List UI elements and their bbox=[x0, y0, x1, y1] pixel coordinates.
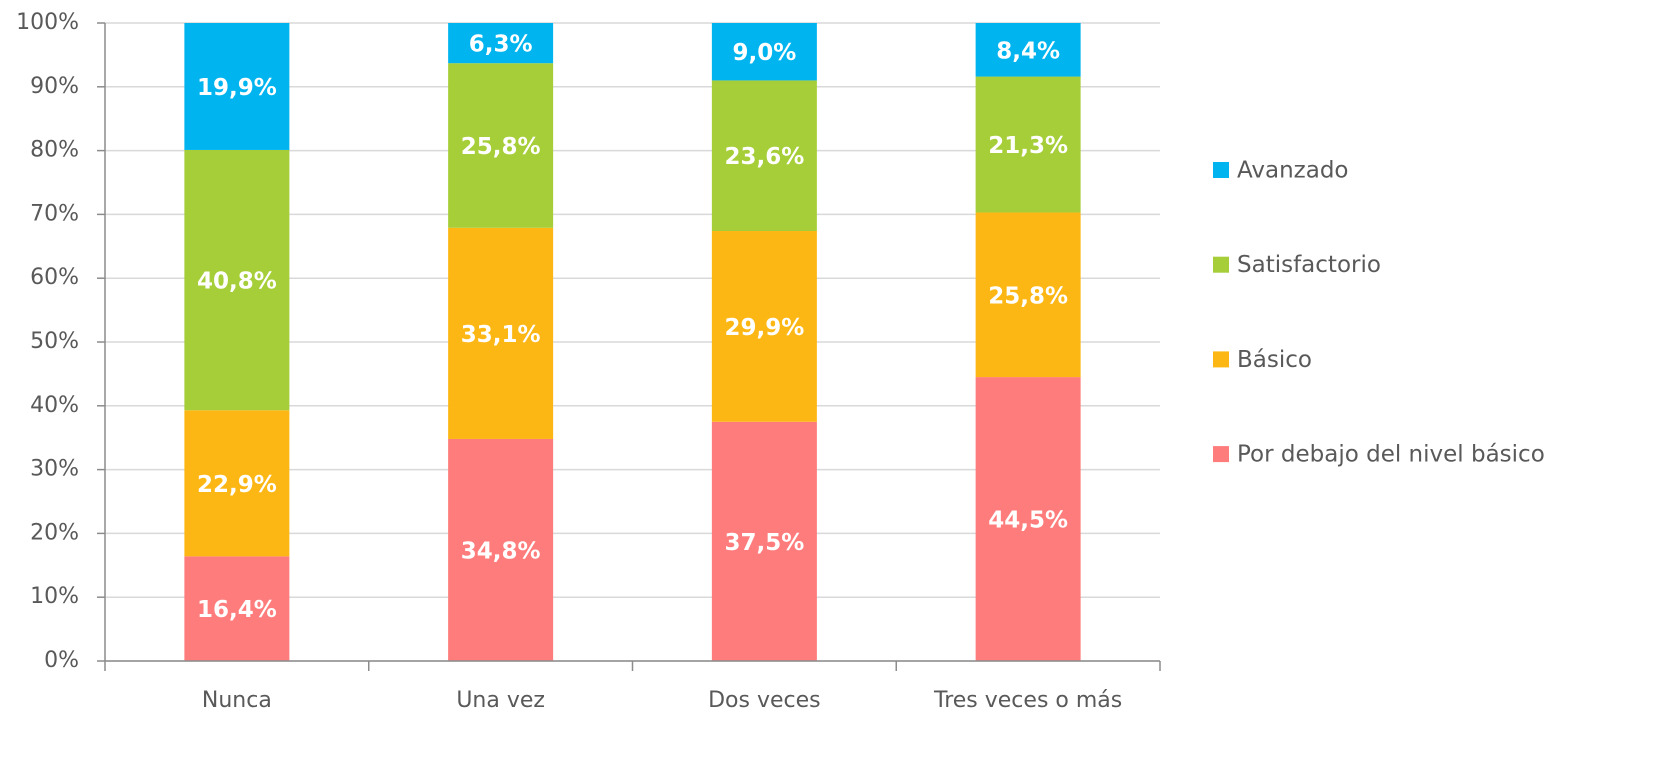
bar-segment bbox=[184, 556, 290, 661]
value-label: 21,3% bbox=[988, 133, 1068, 159]
value-label: 22,9% bbox=[197, 472, 277, 498]
legend-swatch bbox=[1213, 446, 1229, 463]
value-label: 44,5% bbox=[988, 508, 1068, 534]
value-label: 23,6% bbox=[724, 144, 804, 170]
legend-swatch bbox=[1213, 162, 1229, 178]
y-tick-label: 0% bbox=[44, 648, 79, 673]
value-label: 9,0% bbox=[732, 40, 796, 66]
bar-segment bbox=[975, 377, 1081, 661]
x-tick-label: Una vez bbox=[456, 688, 545, 713]
y-tick-label: 90% bbox=[30, 74, 79, 99]
legend-label: Por debajo del nivel básico bbox=[1237, 442, 1545, 468]
y-tick-label: 80% bbox=[30, 138, 79, 163]
bar-segment bbox=[184, 149, 290, 411]
legend-label: Avanzado bbox=[1237, 158, 1349, 184]
legend-swatch bbox=[1213, 256, 1229, 273]
y-tick-label: 70% bbox=[30, 201, 79, 226]
bar-segment bbox=[975, 76, 1081, 213]
bar-segment bbox=[975, 212, 1081, 378]
value-label: 19,9% bbox=[197, 75, 277, 101]
bar-segment bbox=[711, 80, 817, 231]
y-tick-label: 10% bbox=[30, 584, 79, 609]
x-tick-label: Tres veces o más bbox=[933, 688, 1122, 713]
bar-segment bbox=[448, 438, 554, 661]
bar-segment bbox=[184, 410, 290, 557]
bar-segment bbox=[448, 63, 554, 228]
legend-label: Básico bbox=[1237, 347, 1312, 373]
bar-segment bbox=[711, 421, 817, 661]
y-tick-label: 30% bbox=[30, 457, 79, 482]
value-label: 40,8% bbox=[197, 269, 277, 295]
y-tick-label: 100% bbox=[16, 10, 79, 35]
value-label: 16,4% bbox=[197, 597, 277, 623]
value-label: 33,1% bbox=[461, 322, 541, 348]
value-label: 29,9% bbox=[724, 315, 804, 341]
legend-swatch bbox=[1213, 351, 1229, 368]
value-label: 25,8% bbox=[988, 283, 1068, 309]
value-label: 8,4% bbox=[996, 38, 1060, 64]
bar-segment bbox=[184, 23, 290, 150]
x-tick-label: Dos veces bbox=[708, 688, 821, 713]
value-label: 6,3% bbox=[469, 32, 533, 58]
bar-segment bbox=[711, 230, 817, 422]
bar-segment bbox=[448, 23, 554, 64]
value-label: 25,8% bbox=[461, 134, 541, 160]
x-tick-label: Nunca bbox=[202, 688, 272, 713]
y-tick-label: 40% bbox=[30, 393, 79, 418]
bar-segment bbox=[448, 227, 554, 439]
value-label: 37,5% bbox=[724, 530, 804, 556]
y-tick-label: 50% bbox=[30, 329, 79, 354]
bar-segment bbox=[711, 23, 817, 81]
bar-segment bbox=[975, 23, 1081, 77]
y-tick-label: 20% bbox=[30, 520, 79, 545]
y-tick-label: 60% bbox=[30, 265, 79, 290]
legend-label: Satisfactorio bbox=[1237, 252, 1381, 278]
value-label: 34,8% bbox=[461, 538, 541, 564]
